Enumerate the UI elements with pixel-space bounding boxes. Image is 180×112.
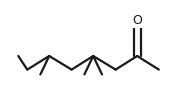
Text: O: O <box>132 14 142 27</box>
